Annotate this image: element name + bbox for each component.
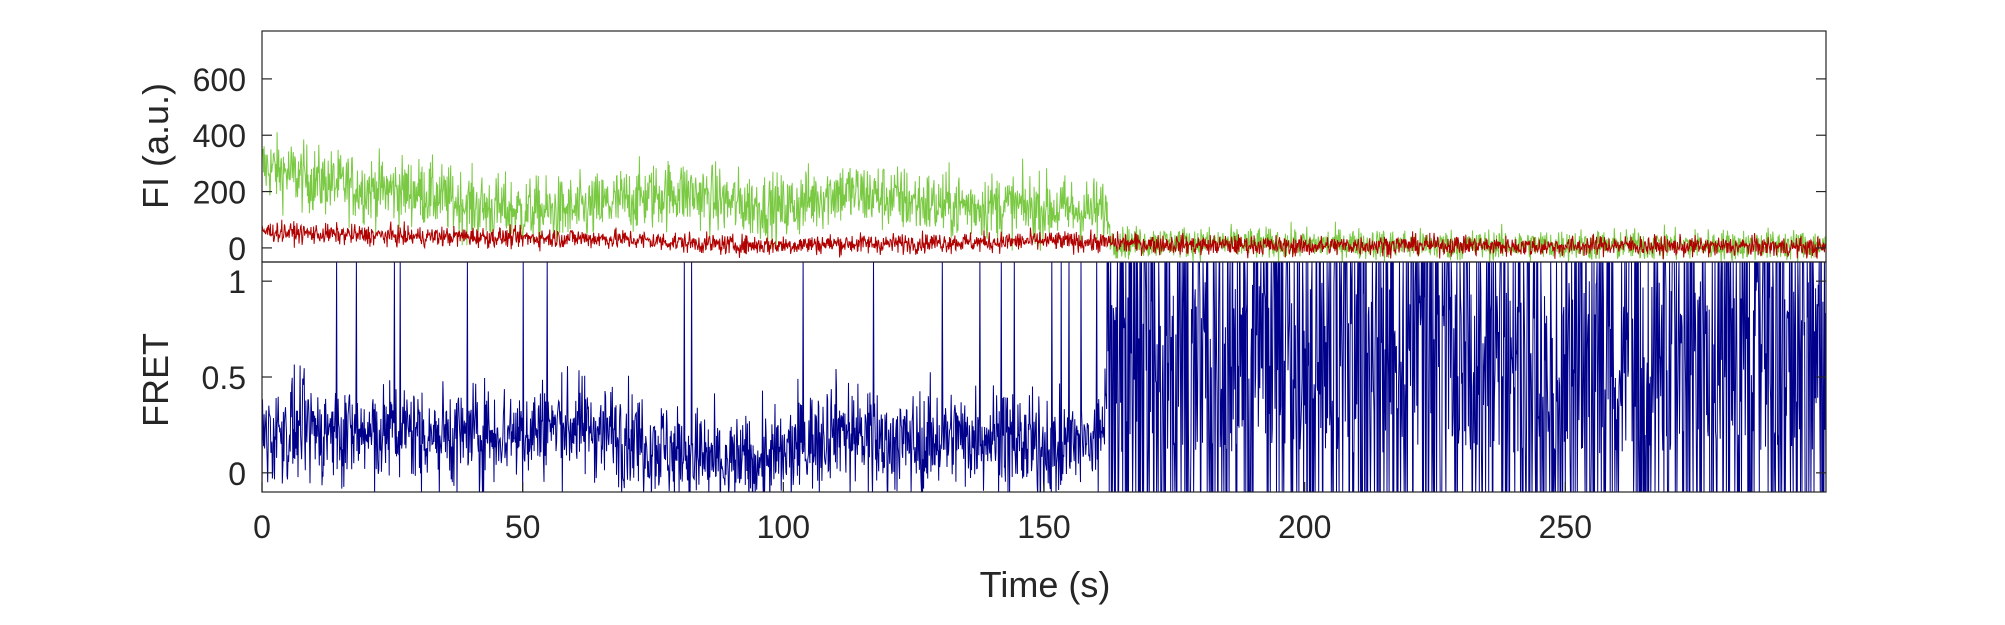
time-x-axis-label: Time (s) — [980, 564, 1111, 605]
y-tick-label: 600 — [193, 62, 246, 98]
y-tick-label: 0.5 — [202, 360, 246, 396]
x-tick-label: 200 — [1278, 509, 1331, 545]
fret-y-axis-label: FRET — [135, 333, 176, 427]
x-tick-label: 100 — [757, 509, 810, 545]
intensity-y-ticks: 0 200 400 600 — [193, 62, 1826, 267]
intensity-y-axis-label: FI (a.u.) — [135, 83, 176, 209]
x-tick-label: 150 — [1017, 509, 1070, 545]
y-tick-label: 1 — [228, 264, 246, 300]
series-2-line — [262, 219, 1826, 260]
fret-y-ticks: 00.51 — [202, 264, 1826, 492]
intensity-panel: 0 200 400 600 FI (a.u.) — [135, 30, 1827, 267]
x-tick-label: 50 — [505, 509, 541, 545]
intensity-plot-area — [262, 132, 1826, 262]
y-tick-label: 400 — [193, 118, 246, 154]
fret-panel: 00.51 0 50 100 150 200 250 FRET Time (s) — [135, 261, 1827, 605]
y-tick-label: 200 — [193, 175, 246, 211]
y-tick-label: 0 — [228, 456, 246, 492]
x-tick-label: 250 — [1539, 509, 1592, 545]
y-tick-label: 0 — [228, 231, 246, 267]
time-x-ticks: 0 50 100 150 200 250 — [253, 482, 1592, 545]
x-tick-label: 0 — [253, 509, 271, 545]
